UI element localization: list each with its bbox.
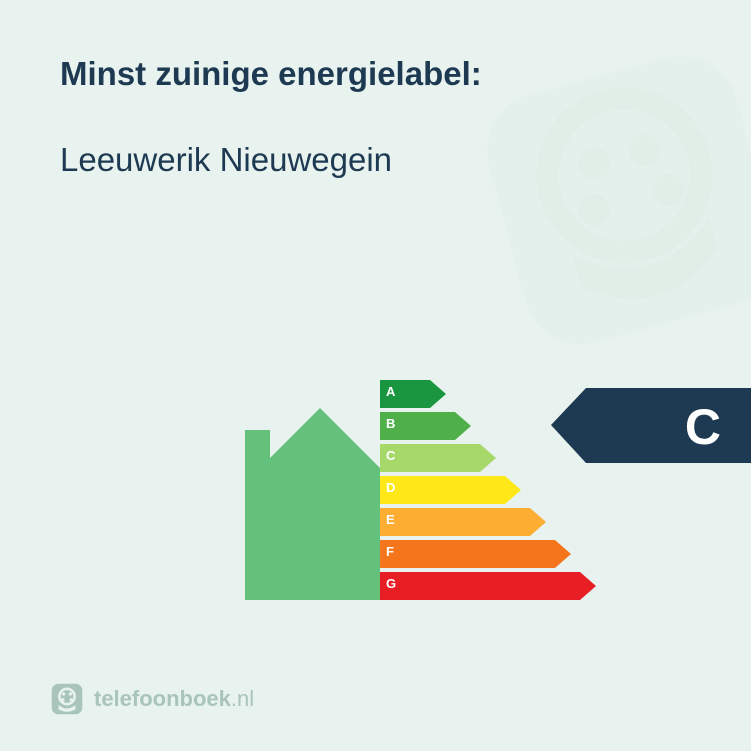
footer: telefoonboek.nl (50, 682, 254, 716)
rating-indicator: C (551, 388, 751, 468)
footer-logo-icon (50, 682, 84, 716)
house-shape (245, 408, 380, 600)
house-icon (185, 368, 380, 605)
energy-label-diagram: A B C D E F G (185, 368, 585, 608)
bar-letter: D (386, 480, 395, 495)
footer-brand-tld: .nl (231, 686, 254, 711)
content-area: Minst zuinige energielabel: Leeuwerik Ni… (0, 0, 751, 179)
footer-brand-name: telefoonboek (94, 686, 231, 711)
footer-brand: telefoonboek.nl (94, 686, 254, 712)
indicator-shape (551, 388, 751, 463)
bar-letter: F (386, 544, 394, 559)
indicator-letter: C (685, 398, 721, 456)
bar-letter: B (386, 416, 395, 431)
bar-letter: A (386, 384, 395, 399)
bar-letter: E (386, 512, 395, 527)
location-subtitle: Leeuwerik Nieuwegein (60, 141, 691, 179)
bar-letter: C (386, 448, 395, 463)
page-title: Minst zuinige energielabel: (60, 55, 691, 93)
bar-letter: G (386, 576, 396, 591)
